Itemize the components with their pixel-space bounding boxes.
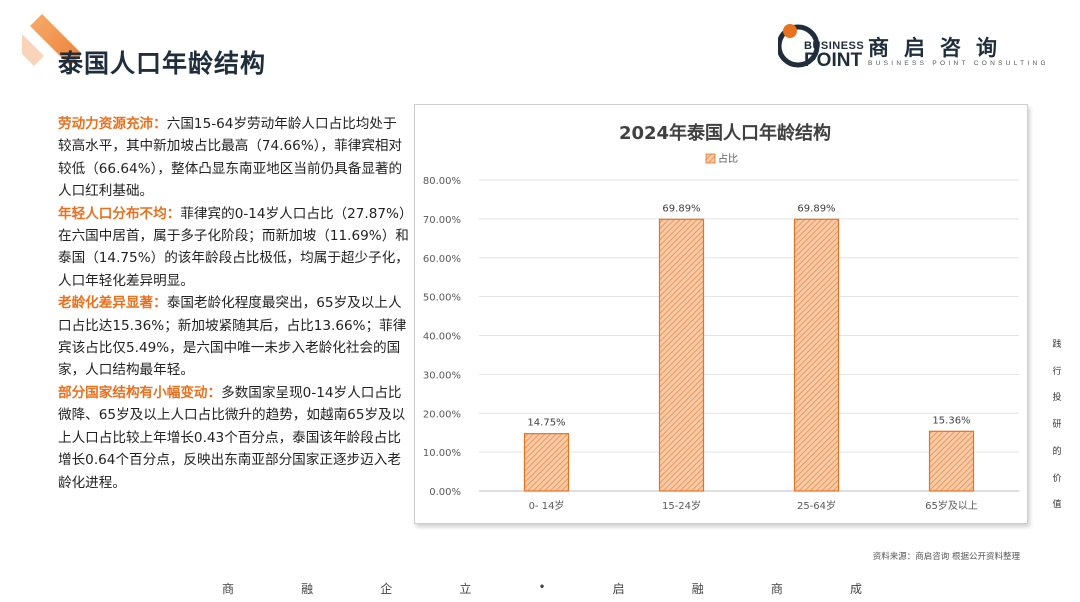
side-char: 的	[1052, 446, 1062, 457]
side-char: 研	[1052, 420, 1062, 431]
paragraph-body: 六国15-64岁劳动年龄人口占比均处于较高水平，其中新加坡占比最高（74.66%…	[58, 116, 403, 200]
footer-char: 商	[770, 582, 783, 596]
y-tick-label: 10.00%	[423, 448, 461, 459]
x-tick-label: 15-24岁	[662, 499, 701, 512]
y-tick-label: 80.00%	[423, 176, 461, 187]
page-title: 泰国人口年龄结构	[58, 49, 267, 78]
y-tick-label: 40.00%	[423, 332, 461, 343]
x-tick-label: 0- 14岁	[529, 499, 565, 512]
data-label: 69.89%	[662, 203, 700, 214]
paragraph-labor: 劳动力资源充沛：六国15-64岁劳动年龄人口占比均处于较高水平，其中新加坡占比最…	[58, 113, 410, 203]
logo-chinese-name: 商启咨询	[868, 36, 1012, 60]
footer-char: 成	[849, 582, 862, 596]
y-tick-label: 0.00%	[429, 487, 461, 498]
side-char: 行	[1052, 366, 1062, 377]
y-tick-label: 20.00%	[423, 409, 461, 420]
footer-char: 商	[222, 582, 235, 596]
bar-chart: 2024年泰国人口年龄结构 占比 0.00% 10.00% 20.00% 30.00%…	[414, 104, 1028, 524]
logo-english-name: BUSINESS POINT CONSULTING	[868, 60, 1049, 67]
paragraph-keyword: 劳动力资源充沛：	[58, 116, 167, 132]
source-note: 资料来源：商启咨询 根据公开资料整理	[872, 552, 1020, 562]
paragraph-body: 菲律宾的0-14岁人口占比（27.87%）在六国中居首，属于多子化阶段；而新加坡…	[58, 205, 409, 289]
bar	[793, 218, 840, 492]
x-tick-label: 65岁及以上	[925, 499, 978, 512]
y-tick-label: 30.00%	[423, 370, 461, 381]
footer-char: 启	[612, 582, 625, 596]
legend-swatch	[705, 153, 716, 164]
footer-char: 融	[691, 582, 704, 596]
logo-word-business: BUSINESS	[804, 40, 865, 52]
company-logo: BUSINESS POINT 商启咨询 BUSINESS POINT CONSU…	[778, 14, 1068, 74]
paragraph-body: 多数国家呈现0-14岁人口占比微降、65岁及以上人口占比微升的趋势，如越南65岁…	[58, 384, 406, 491]
bar	[928, 430, 975, 492]
footer-slogan: 商 融 企 立 • 启 融 商 成	[222, 580, 862, 597]
paragraph-aging: 老龄化差异显著：泰国老龄化程度最突出，65岁及以上人口占比达15.36%；新加坡…	[58, 292, 410, 382]
paragraph-keyword: 年轻人口分布不均：	[58, 205, 181, 222]
side-char: 践	[1052, 340, 1062, 350]
paragraph-change: 部分国家结构有小幅变动：多数国家呈现0-14岁人口占比微降、65岁及以上人口占比…	[58, 382, 410, 494]
corner-decoration	[22, 14, 82, 66]
data-label: 14.75%	[527, 418, 565, 429]
side-char: 投	[1052, 393, 1062, 404]
footer-char: 融	[301, 582, 314, 596]
x-tick-label: 25-64岁	[797, 499, 836, 512]
logo-word-point: POINT	[804, 50, 863, 71]
side-char: 值	[1052, 500, 1062, 511]
chart-title: 2024年泰国人口年龄结构	[619, 122, 831, 144]
analysis-text: 劳动力资源充沛：六国15-64岁劳动年龄人口占比均处于较高水平，其中新加坡占比最…	[58, 113, 410, 494]
footer-char: 立	[459, 582, 472, 596]
side-slogan: 践 行 投 研 的 价 值	[1050, 332, 1064, 519]
paragraph-keyword: 部分国家结构有小幅变动：	[58, 384, 222, 401]
footer-char: •	[538, 580, 546, 594]
data-label: 15.36%	[932, 415, 970, 426]
logo-mark-icon	[778, 24, 820, 68]
paragraph-youth: 年轻人口分布不均：菲律宾的0-14岁人口占比（27.87%）在六国中居首，属于多…	[58, 203, 410, 293]
y-tick-label: 60.00%	[423, 254, 461, 265]
y-tick-label: 70.00%	[423, 215, 461, 226]
side-char: 价	[1052, 473, 1062, 484]
paragraph-keyword: 老龄化差异显著：	[58, 295, 167, 312]
bar	[523, 433, 570, 492]
bar-chart-svg: 2024年泰国人口年龄结构 占比 0.00% 10.00% 20.00% 30.00%…	[423, 122, 1019, 512]
footer-char: 企	[380, 582, 393, 596]
legend-label: 占比	[718, 152, 738, 165]
data-label: 69.89%	[797, 203, 835, 214]
paragraph-body: 泰国老龄化程度最突出，65岁及以上人口占比达15.36%；新加坡紧随其后，占比1…	[58, 295, 407, 379]
y-tick-label: 50.00%	[423, 293, 461, 304]
bar	[658, 218, 705, 492]
